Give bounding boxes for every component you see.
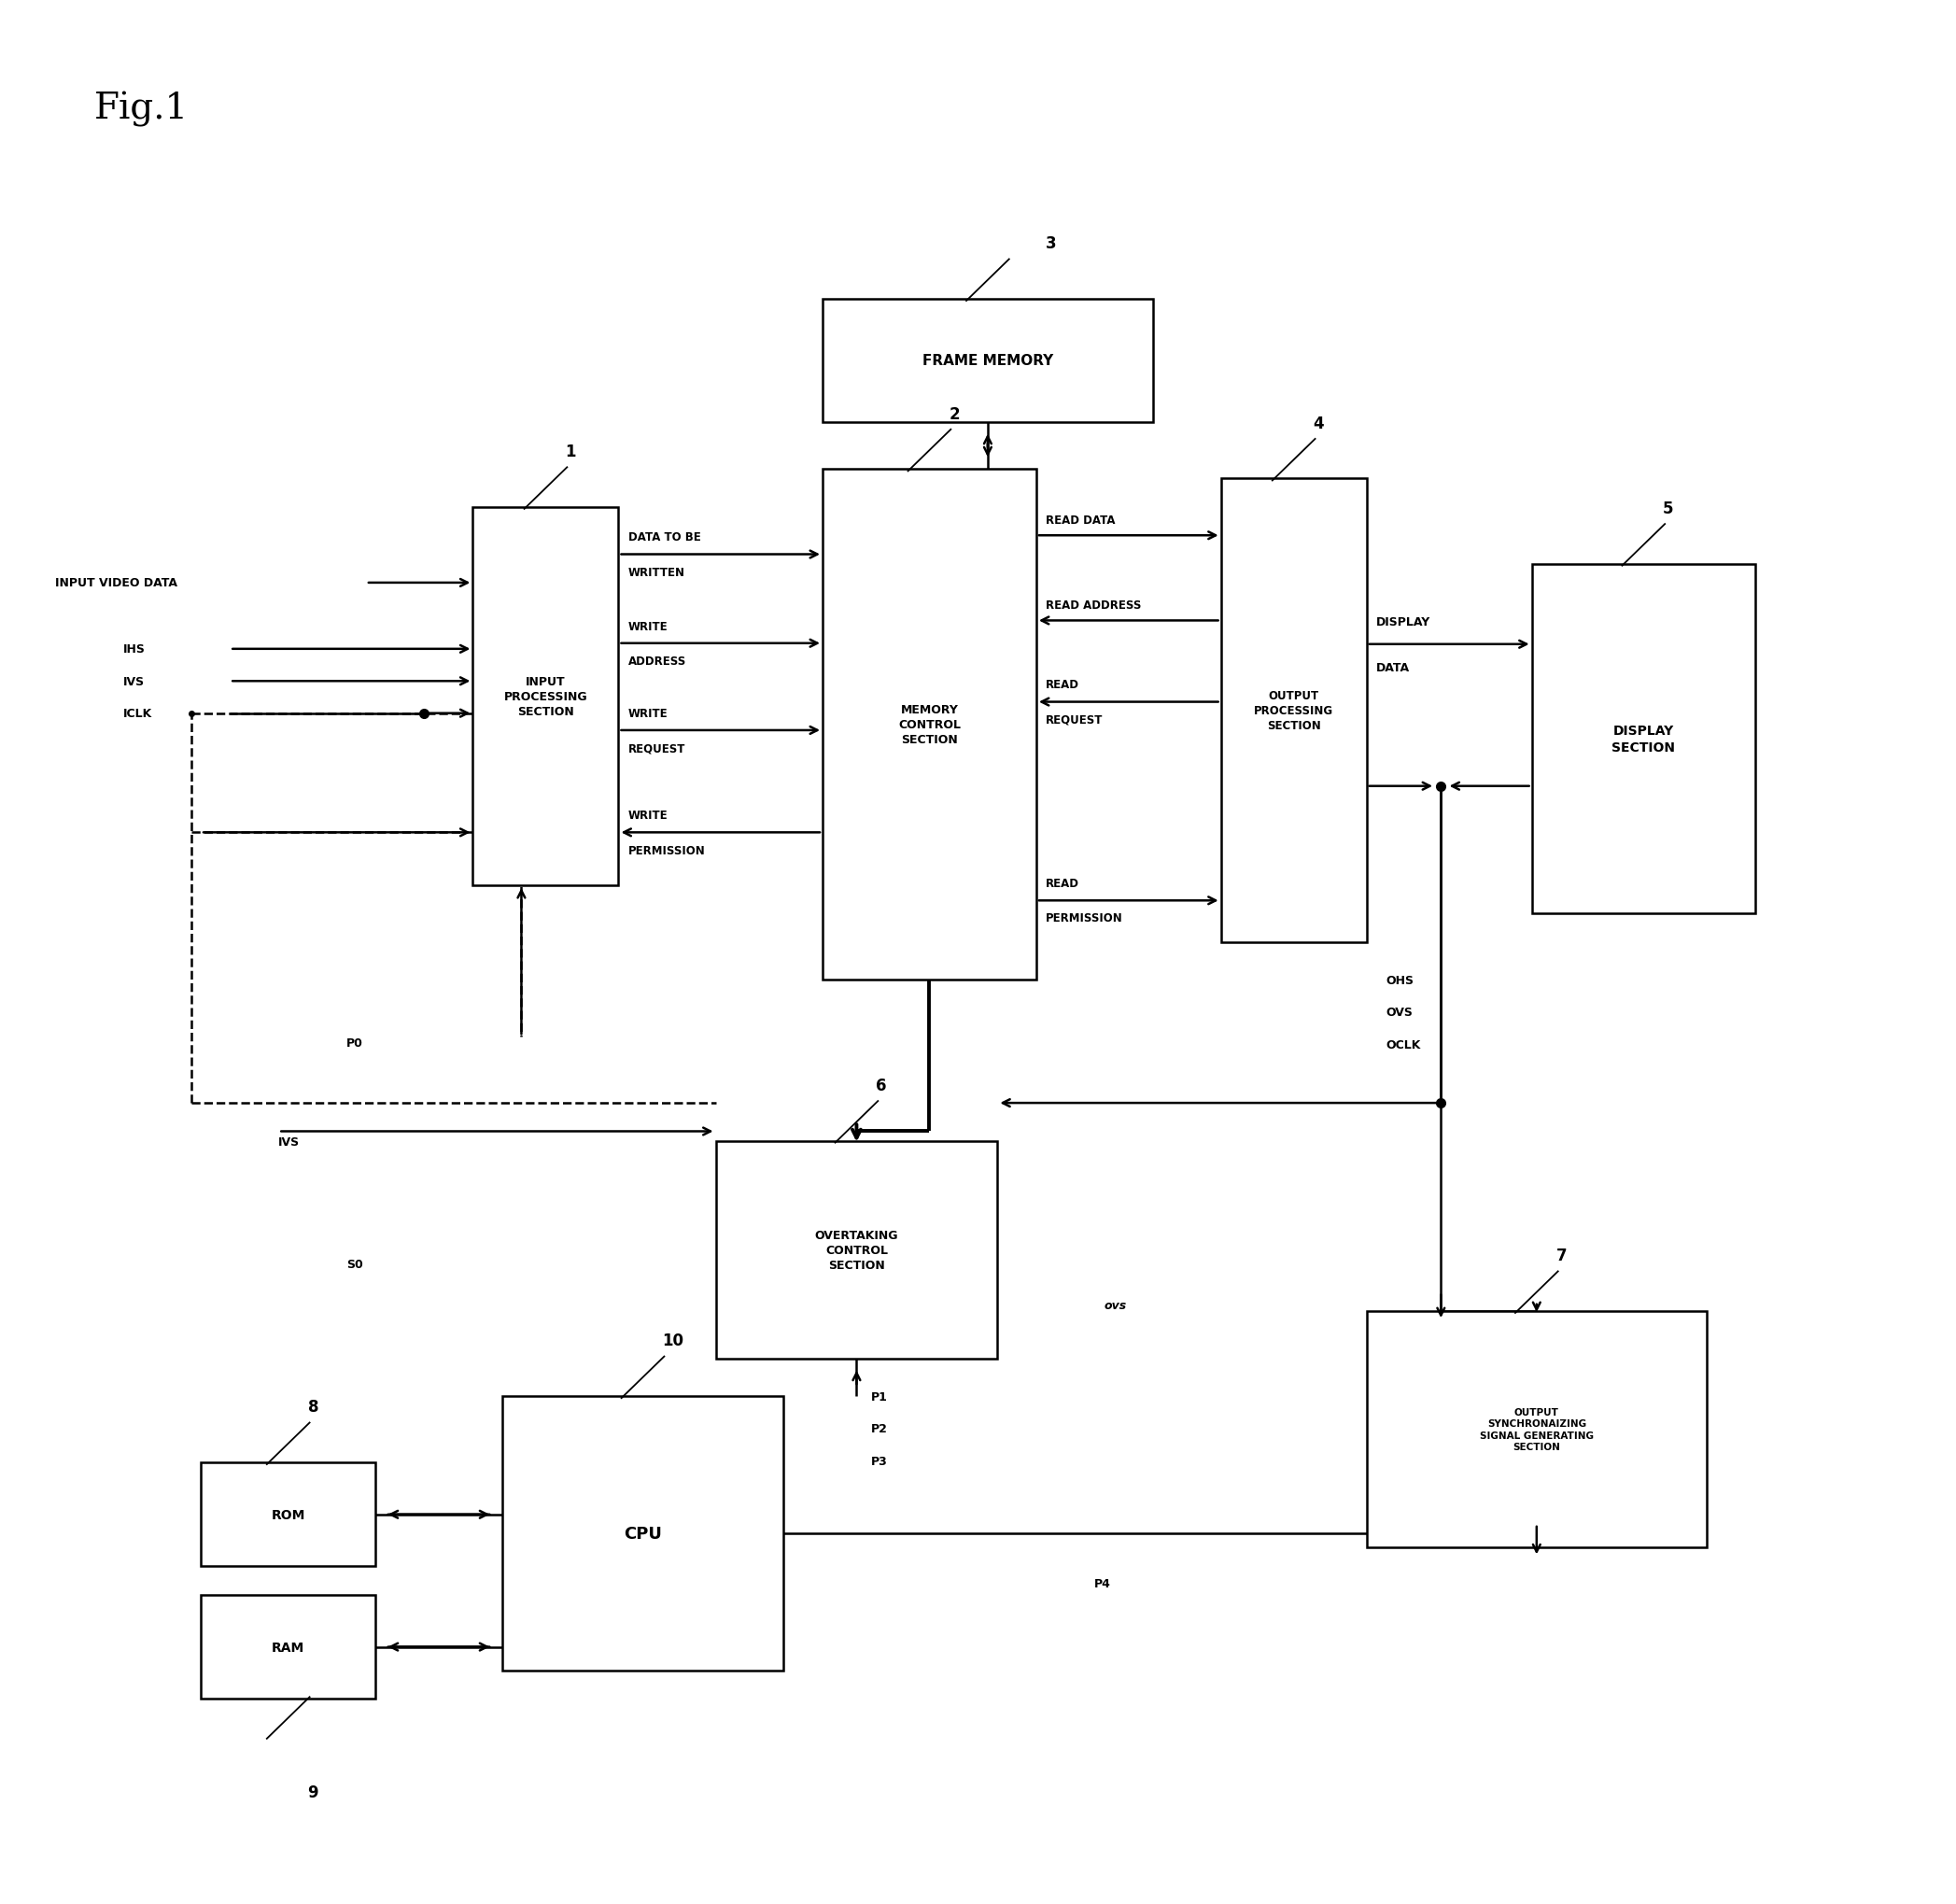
Text: 10: 10 <box>663 1333 685 1350</box>
Text: IVS: IVS <box>123 676 145 687</box>
Text: 4: 4 <box>1312 415 1324 432</box>
Bar <box>1221 480 1367 942</box>
Text: DISPLAY: DISPLAY <box>1377 615 1430 628</box>
Text: ICLK: ICLK <box>123 708 153 720</box>
Bar <box>823 470 1037 981</box>
Text: ovs: ovs <box>1105 1300 1127 1312</box>
Bar <box>1532 564 1755 914</box>
Text: FRAME MEMORY: FRAME MEMORY <box>921 354 1052 367</box>
Text: OCLK: OCLK <box>1387 1038 1420 1051</box>
Text: DATA TO BE: DATA TO BE <box>628 531 700 543</box>
Text: INPUT VIDEO DATA: INPUT VIDEO DATA <box>55 577 178 590</box>
Text: ADDRESS: ADDRESS <box>628 655 687 666</box>
Bar <box>473 508 618 885</box>
Text: 2: 2 <box>949 406 960 423</box>
Text: OHS: OHS <box>1387 975 1414 986</box>
Text: 8: 8 <box>307 1399 319 1415</box>
Text: READ DATA: READ DATA <box>1046 514 1115 527</box>
Text: DATA: DATA <box>1377 663 1410 674</box>
Text: Fig.1: Fig.1 <box>94 91 188 128</box>
Text: RAM: RAM <box>272 1641 305 1653</box>
Text: OUTPUT
SYNCHRONAIZING
SIGNAL GENERATING
SECTION: OUTPUT SYNCHRONAIZING SIGNAL GENERATING … <box>1479 1407 1594 1451</box>
Text: S0: S0 <box>346 1259 364 1270</box>
Text: P4: P4 <box>1095 1577 1111 1590</box>
Text: OVS: OVS <box>1387 1007 1412 1019</box>
Bar <box>201 1462 376 1567</box>
Text: CPU: CPU <box>624 1525 661 1542</box>
Bar <box>823 299 1152 423</box>
Text: 9: 9 <box>307 1784 319 1801</box>
Text: READ ADDRESS: READ ADDRESS <box>1046 600 1142 611</box>
Text: OUTPUT
PROCESSING
SECTION: OUTPUT PROCESSING SECTION <box>1254 689 1334 731</box>
Text: P0: P0 <box>346 1038 364 1049</box>
Text: WRITE: WRITE <box>628 621 669 632</box>
Text: PERMISSION: PERMISSION <box>1046 912 1123 925</box>
Bar <box>201 1596 376 1698</box>
Bar <box>503 1396 784 1670</box>
Text: IVS: IVS <box>278 1135 299 1148</box>
Text: IHS: IHS <box>123 644 145 655</box>
Text: WRITE: WRITE <box>628 809 669 821</box>
Text: 3: 3 <box>1046 236 1056 253</box>
Text: OVERTAKING
CONTROL
SECTION: OVERTAKING CONTROL SECTION <box>816 1228 898 1270</box>
Text: 5: 5 <box>1663 501 1674 518</box>
Bar <box>1367 1312 1708 1548</box>
Bar <box>716 1140 998 1359</box>
Text: READ: READ <box>1046 878 1080 889</box>
Text: READ: READ <box>1046 680 1080 691</box>
Text: P3: P3 <box>870 1455 888 1466</box>
Text: P1: P1 <box>870 1390 888 1403</box>
Text: REQUEST: REQUEST <box>628 743 685 754</box>
Text: WRITTEN: WRITTEN <box>628 565 685 579</box>
Text: 1: 1 <box>565 444 575 461</box>
Text: ROM: ROM <box>272 1508 305 1521</box>
Text: 6: 6 <box>876 1078 886 1093</box>
Text: 7: 7 <box>1557 1247 1567 1264</box>
Text: REQUEST: REQUEST <box>1046 714 1103 725</box>
Text: PERMISSION: PERMISSION <box>628 843 706 857</box>
Text: DISPLAY
SECTION: DISPLAY SECTION <box>1612 725 1674 754</box>
Text: INPUT
PROCESSING
SECTION: INPUT PROCESSING SECTION <box>505 676 587 718</box>
Text: MEMORY
CONTROL
SECTION: MEMORY CONTROL SECTION <box>898 704 960 746</box>
Text: P2: P2 <box>870 1422 888 1434</box>
Text: WRITE: WRITE <box>628 706 669 720</box>
